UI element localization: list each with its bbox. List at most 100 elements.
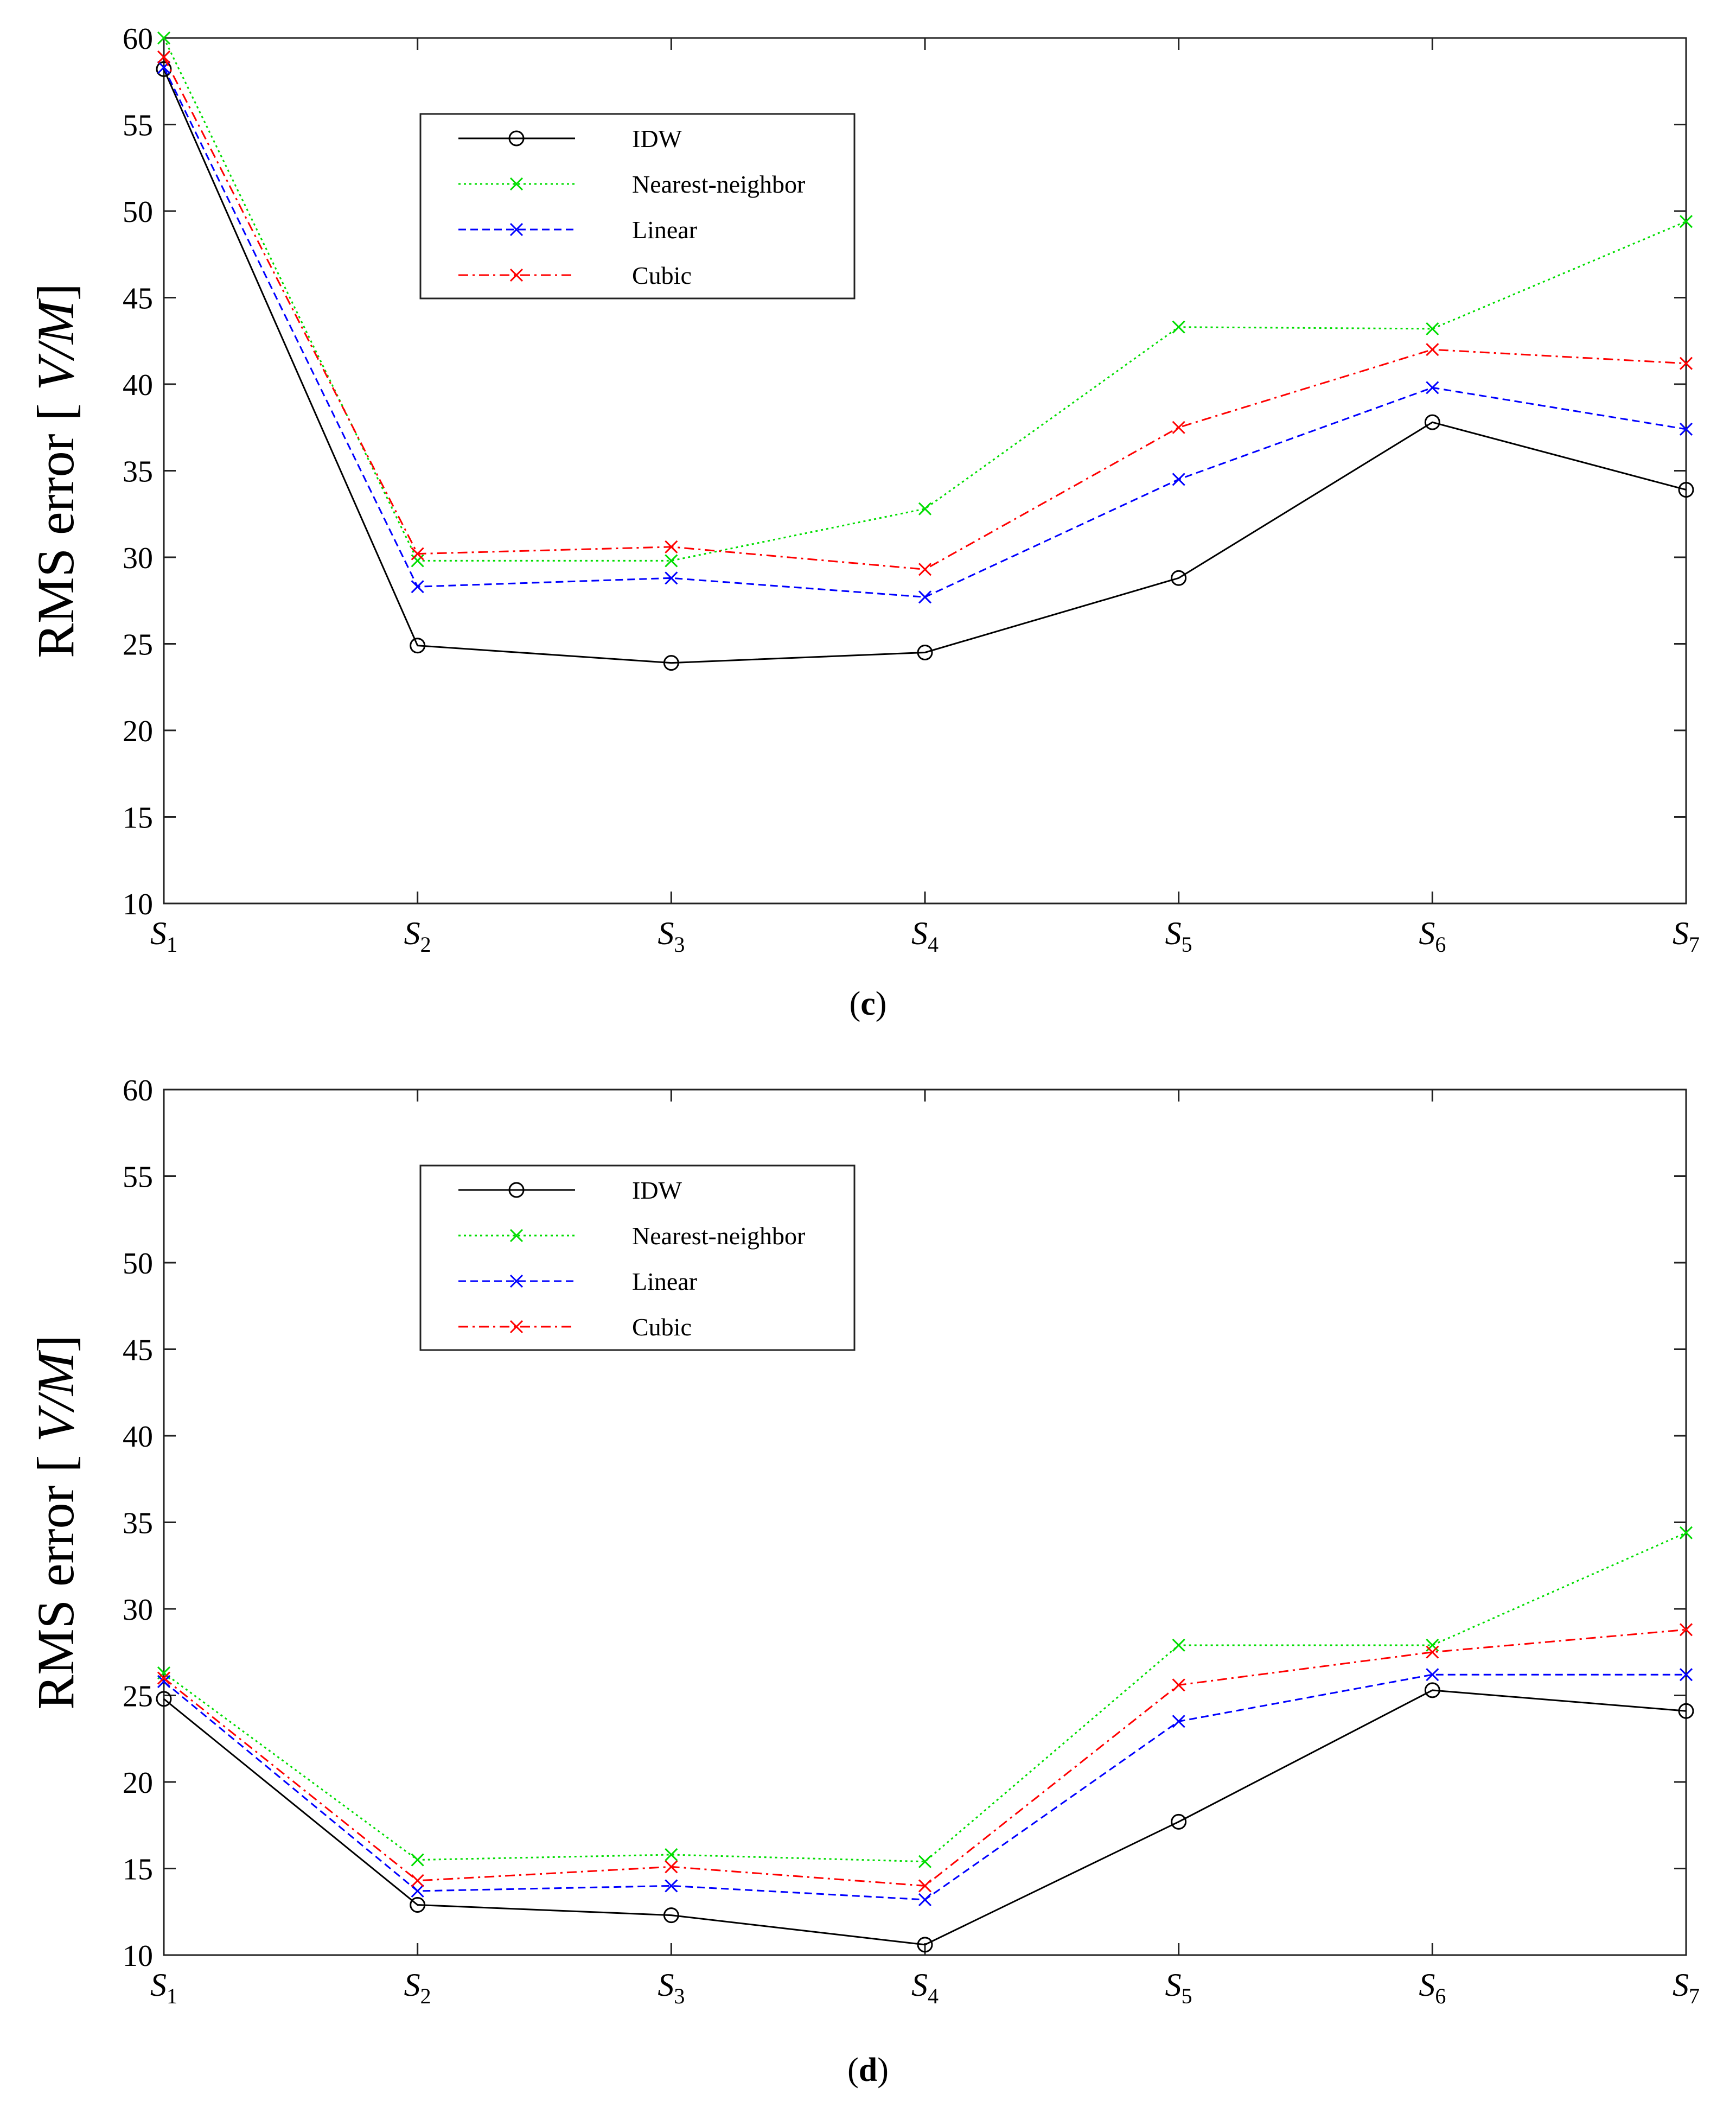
legend-item: Linear (458, 1268, 697, 1295)
marker-stroke (509, 1320, 524, 1334)
marker-stroke (665, 1848, 678, 1862)
data-point (1172, 473, 1185, 486)
marker-stroke (665, 1879, 678, 1893)
data-point (918, 590, 932, 604)
data-point (157, 1671, 171, 1685)
legend: IDW Nearest-neighbor Linear Cubic (419, 113, 856, 300)
y-tick-label: 40 (123, 1420, 153, 1454)
marker-stroke (157, 1671, 171, 1685)
data-point (411, 1853, 424, 1867)
marker-stroke (1426, 381, 1439, 394)
y-tick-label: 25 (123, 1680, 153, 1714)
marker-stroke (411, 1853, 424, 1867)
marker-stroke (918, 1879, 932, 1893)
series-idw (156, 1682, 1694, 1953)
marker-stroke (509, 1274, 524, 1288)
series-line (163, 68, 1687, 664)
y-tick-label: 60 (123, 22, 153, 56)
caption-d: (d) (847, 2052, 889, 2089)
legend-marker (509, 1320, 524, 1334)
plot-frame (163, 1088, 1687, 1956)
legend-box (419, 1164, 856, 1351)
data-point (1679, 1668, 1693, 1682)
data-point (917, 644, 933, 660)
data-point (663, 1907, 679, 1924)
x-tick-label: S7 (1673, 915, 1700, 957)
data-point (1426, 1668, 1439, 1682)
data-point (918, 1879, 932, 1893)
marker-stroke (918, 1893, 932, 1906)
series-line (163, 1673, 1686, 1901)
data-point (156, 1691, 172, 1707)
data-point (1678, 482, 1694, 498)
data-point (918, 502, 932, 515)
marker-stroke (157, 1675, 171, 1689)
legend-marker (509, 268, 524, 282)
data-point (411, 1874, 424, 1887)
x-tick-label: S4 (911, 915, 939, 957)
y-tick-label: 35 (123, 1507, 153, 1541)
marker-stroke (1172, 421, 1185, 434)
data-point (411, 1884, 424, 1898)
data-point (157, 31, 171, 45)
data-point (665, 540, 678, 553)
y-tick-label: 40 (123, 368, 153, 402)
data-point (410, 638, 426, 654)
data-point (411, 554, 424, 568)
marker-stroke (1679, 1623, 1693, 1637)
data-point (918, 1893, 932, 1906)
data-point (1426, 343, 1439, 357)
x-tick-label: S5 (1165, 915, 1192, 957)
marker-stroke (509, 1228, 524, 1243)
y-tick-label: 55 (123, 109, 153, 143)
marker-stroke (665, 540, 678, 553)
y-tick-label: 20 (123, 1766, 153, 1800)
y-axis-label: RMS error [ V/M] (27, 1335, 85, 1710)
marker-stroke (665, 1860, 678, 1874)
data-point (918, 563, 932, 576)
y-tick-label: 45 (123, 1334, 153, 1367)
data-point (1426, 1645, 1439, 1659)
series-line (163, 1628, 1687, 1887)
caption-c: (c) (849, 985, 887, 1022)
legend-item: Nearest-neighbor (458, 170, 805, 198)
y-tick-label: 45 (123, 282, 153, 316)
legend-item: Cubic (458, 1313, 692, 1341)
y-tick-label: 30 (123, 542, 153, 575)
y-tick-label: 55 (123, 1161, 153, 1194)
series-linear (157, 1668, 1693, 1906)
series-cubic (157, 50, 1693, 576)
data-point (1171, 570, 1187, 586)
legend-marker (509, 1274, 524, 1288)
data-point (1172, 1678, 1185, 1692)
marker-stroke (918, 590, 932, 604)
x-tick-label: S6 (1419, 915, 1446, 957)
y-tick-label: 50 (123, 195, 153, 229)
x-tick-label: S6 (1419, 1967, 1446, 2008)
data-point (411, 580, 424, 594)
series-idw (156, 61, 1694, 671)
x-tick-label: S3 (658, 1967, 685, 2008)
data-point (665, 571, 678, 585)
data-point (665, 1860, 678, 1874)
legend-label: Nearest-neighbor (632, 1222, 805, 1250)
marker-stroke (509, 177, 524, 191)
legend-label: Cubic (632, 262, 692, 289)
chart-panel-d: 10 15 20 25 30 35 40 45 50 55 60 S1 S2 S3 S4 S5 S6 S7 RMS … (27, 1074, 1700, 2008)
x-tick-label: S3 (658, 915, 685, 957)
data-point (157, 1675, 171, 1689)
data-point (411, 547, 424, 561)
data-point (665, 1879, 678, 1893)
marker-stroke (1679, 1526, 1693, 1539)
legend-label: IDW (632, 1176, 682, 1204)
data-point (663, 655, 679, 671)
series-cubic (157, 1623, 1693, 1893)
x-tick-label: S4 (911, 1967, 939, 2008)
y-tick-label: 50 (123, 1247, 153, 1281)
marker-stroke (1426, 1668, 1439, 1682)
legend-label: Linear (632, 1268, 697, 1295)
series-linear (157, 61, 1693, 604)
legend-label: Nearest-neighbor (632, 170, 805, 198)
data-point (1172, 421, 1185, 434)
